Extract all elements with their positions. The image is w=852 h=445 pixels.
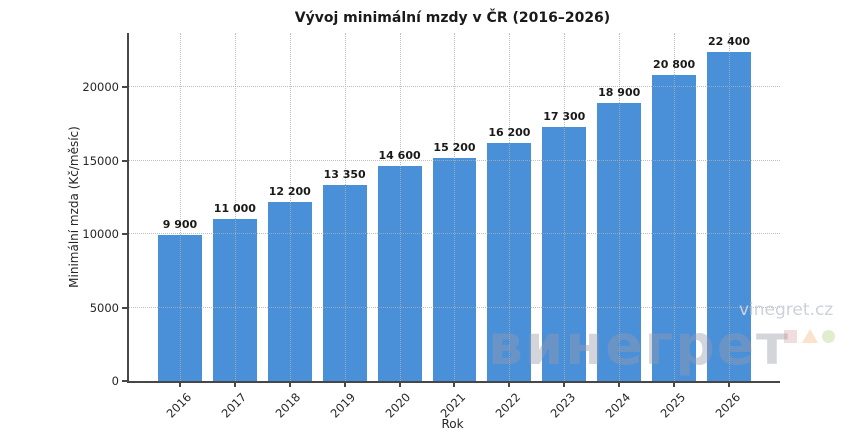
x-tick-mark: [233, 381, 236, 387]
bar-value-label: 22 400: [707, 34, 751, 48]
bar-2021: [432, 157, 477, 381]
watermark-circle-icon: [822, 330, 835, 343]
bar-slot: 15 200 2021: [432, 33, 477, 421]
x-tick-mark: [343, 381, 346, 387]
bar-2016: [158, 235, 202, 381]
x-tick-label-2024: 2024: [602, 390, 634, 421]
x-tick-label-2016: 2016: [163, 390, 194, 421]
bar-value-label: 17 300: [543, 109, 586, 123]
bar-slot: 20 800 2025: [652, 33, 697, 421]
bar-value-label: 9 900: [162, 218, 198, 232]
x-tick-mark: [673, 381, 676, 387]
bar-2025: [652, 75, 697, 381]
x-tick-label-2018: 2018: [273, 390, 304, 421]
bar-slot: 11 000 2017: [212, 33, 257, 421]
x-tick-mark: [398, 381, 401, 387]
x-tick-mark: [728, 381, 731, 387]
bar-slot: 14 600 2020: [377, 33, 422, 421]
bar-slot: 12 200 2018: [267, 33, 312, 421]
bar-2020: [377, 166, 422, 381]
watermark-triangle-icon: [802, 329, 818, 343]
y-tick-label: 0: [111, 374, 119, 388]
bar-slot: 9 900 2016: [158, 33, 202, 421]
bar-value-label: 12 200: [268, 184, 311, 198]
bar-value-label: 18 900: [598, 86, 641, 100]
x-tick-label-2023: 2023: [547, 390, 579, 421]
x-tick-label-2019: 2019: [327, 390, 359, 421]
bar-2018: [267, 201, 312, 381]
y-tick-mark: [122, 233, 127, 235]
bars-container: 9 900 2016 11 000 2017 12 200 2018 13 350 2019 1…: [129, 33, 780, 421]
bar-value-label: 14 600: [378, 149, 421, 163]
bar-slot: 17 300 2023: [542, 33, 587, 421]
x-tick-label-2017: 2017: [218, 390, 249, 421]
bar-2019: [322, 184, 367, 381]
y-tick-label: 5000: [89, 300, 119, 315]
bar-2017: [212, 219, 257, 381]
plot-area: 9 900 2016 11 000 2017 12 200 2018 13 350 2019 1…: [82, 33, 780, 421]
x-tick-label-2020: 2020: [382, 390, 414, 421]
x-tick-mark: [563, 381, 566, 387]
y-tick-mark: [122, 86, 127, 88]
y-tick-label: 20000: [82, 80, 119, 94]
x-tick-mark: [453, 381, 456, 387]
bar-value-label: 16 200: [488, 125, 531, 139]
x-tick-mark: [618, 381, 621, 387]
bar-2023: [542, 126, 587, 381]
x-tick-label-2021: 2021: [437, 390, 469, 421]
x-tick-label-2025: 2025: [657, 390, 689, 421]
bar-2026: [707, 51, 751, 381]
bar-value-label: 20 800: [653, 58, 696, 72]
bar-slot: 16 200 2022: [487, 33, 532, 421]
x-tick-label-2026: 2026: [712, 390, 743, 421]
bar-value-label: 13 350: [323, 167, 366, 181]
y-tick-label: 15000: [82, 153, 119, 168]
y-tick-label: 10000: [82, 227, 119, 241]
x-tick-mark: [178, 381, 181, 387]
y-tick-mark: [122, 159, 127, 162]
bar-slot: 18 900 2024: [597, 33, 642, 421]
x-tick-mark: [288, 381, 291, 387]
bar-value-label: 15 200: [433, 140, 476, 154]
bar-2022: [487, 142, 532, 381]
y-tick-mark: [122, 380, 127, 382]
watermark-square-icon: [784, 330, 797, 343]
x-tick-label-2022: 2022: [492, 390, 524, 421]
x-axis-label: Rok: [441, 417, 464, 431]
bar-value-label: 11 000: [213, 202, 256, 216]
y-tick-mark: [122, 306, 127, 309]
chart-title: Vývoj minimální mzdy v ČR (2016–2026): [294, 10, 611, 26]
y-axis-label: Minimální mzda (Kč/měsíc): [67, 126, 81, 288]
bar-slot: 13 350 2019: [322, 33, 367, 421]
bar-slot: 22 400 2026: [707, 33, 751, 421]
x-tick-mark: [508, 381, 511, 387]
bar-2024: [597, 103, 642, 381]
